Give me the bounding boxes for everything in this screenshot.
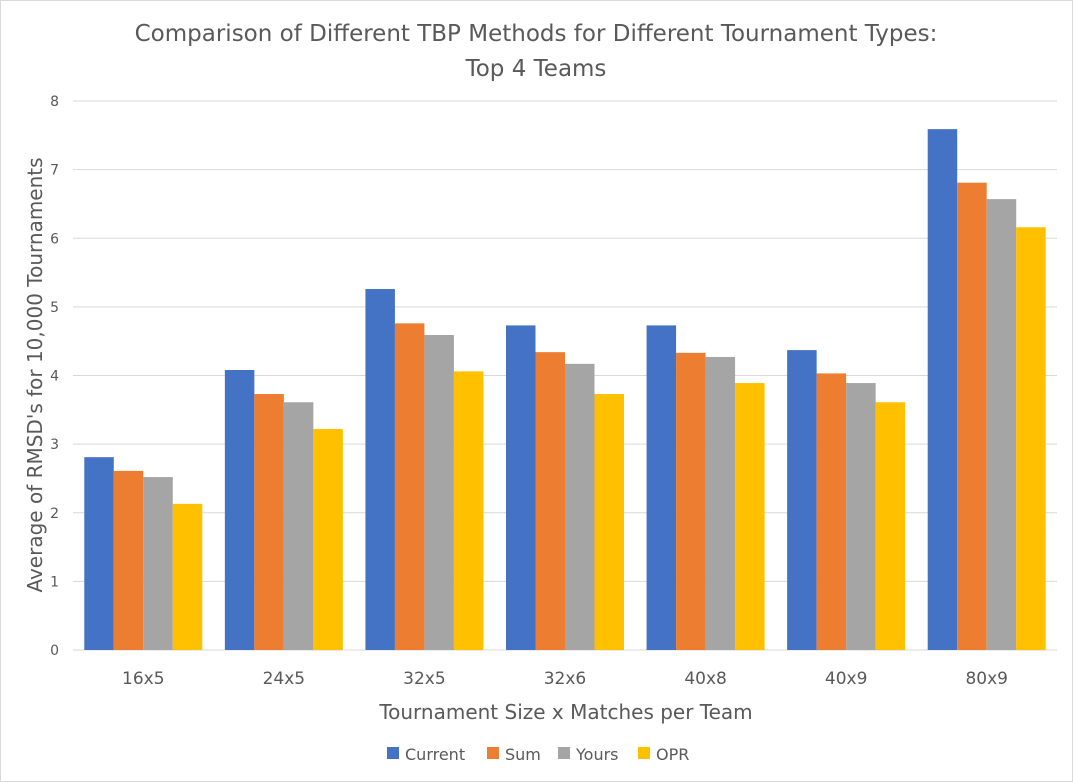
bar-opr-32x6 — [594, 394, 624, 650]
bar-opr-16x5 — [172, 503, 203, 650]
bar-sum-16x5 — [113, 470, 144, 650]
bar-yours-16x5 — [143, 477, 173, 650]
y-axis-ticks: 0 1 2 3 4 5 6 7 8 — [50, 94, 59, 659]
legend-swatch-yours — [558, 747, 570, 759]
legend: Current Sum Yours OPR — [387, 745, 689, 764]
legend-label-yours: Yours — [575, 745, 619, 764]
legend-label-sum: Sum — [505, 745, 541, 764]
chart-subtitle: Top 4 Teams — [465, 56, 607, 82]
y-tick-label: 6 — [50, 231, 59, 247]
bar-yours-32x6 — [565, 363, 595, 650]
bar-current-80x9 — [927, 129, 958, 651]
bar-current-32x5 — [365, 289, 395, 650]
bar-current-24x5 — [224, 370, 255, 650]
x-axis-title: Tournament Size x Matches per Team — [378, 700, 752, 724]
y-tick-label: 8 — [50, 94, 59, 110]
x-tick-label: 32x5 — [403, 669, 446, 689]
bar-sum-40x9 — [816, 373, 847, 650]
bar-sum-32x6 — [535, 352, 565, 650]
y-tick-label: 2 — [50, 506, 59, 522]
bar-current-40x9 — [787, 350, 817, 650]
y-tick-label: 3 — [50, 437, 59, 453]
legend-label-current: Current — [405, 745, 465, 764]
y-tick-label: 0 — [50, 643, 59, 659]
bars — [84, 129, 1046, 651]
bar-opr-40x8 — [735, 383, 765, 650]
bar-sum-40x8 — [676, 352, 706, 650]
legend-swatch-sum — [487, 747, 499, 759]
y-tick-label: 5 — [50, 300, 59, 316]
bar-sum-32x5 — [394, 323, 425, 650]
legend-label-opr: OPR — [656, 745, 689, 764]
x-axis-categories: 16x5 24x5 32x5 32x6 40x8 40x9 80x9 — [122, 669, 1008, 689]
bar-opr-40x9 — [875, 402, 906, 650]
x-tick-label: 32x6 — [544, 669, 587, 689]
bar-yours-32x5 — [424, 335, 454, 650]
bar-opr-80x9 — [1016, 227, 1046, 650]
y-tick-label: 1 — [50, 574, 59, 590]
legend-swatch-current — [387, 747, 399, 759]
bar-yours-40x8 — [705, 356, 736, 650]
bar-current-16x5 — [84, 457, 114, 650]
legend-swatch-opr — [638, 747, 650, 759]
bar-yours-40x9 — [846, 383, 876, 650]
x-tick-label: 40x9 — [825, 669, 868, 689]
bar-opr-24x5 — [313, 429, 343, 650]
bar-current-40x8 — [646, 325, 677, 650]
bar-sum-24x5 — [254, 394, 284, 650]
bar-current-32x6 — [506, 325, 536, 650]
y-tick-label: 7 — [50, 163, 59, 179]
bar-yours-80x9 — [986, 199, 1017, 651]
y-tick-label: 4 — [50, 369, 59, 385]
x-tick-label: 24x5 — [263, 669, 306, 689]
bar-opr-32x5 — [453, 371, 484, 650]
y-axis-title: Average of RMSD's for 10,000 Tournaments — [23, 157, 47, 592]
bar-sum-80x9 — [957, 182, 987, 650]
x-tick-label: 16x5 — [122, 669, 165, 689]
bar-yours-24x5 — [283, 402, 314, 650]
x-tick-label: 80x9 — [965, 669, 1008, 689]
x-tick-label: 40x8 — [684, 669, 727, 689]
chart-title: Comparison of Different TBP Methods for … — [135, 21, 938, 47]
